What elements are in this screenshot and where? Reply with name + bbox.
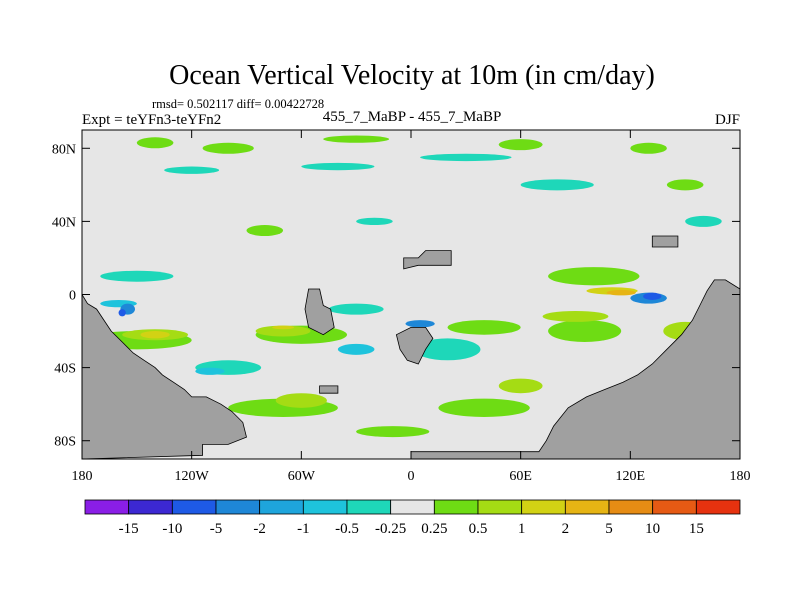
contour-patch	[548, 267, 640, 286]
contour-patch	[630, 142, 667, 154]
contour-patch	[606, 289, 636, 296]
contour-patch	[356, 217, 393, 226]
contour-patch	[414, 338, 481, 361]
land-south-america-antarctica	[82, 293, 247, 459]
colorbar: -15 -10 -5 -2 -1 -0.5 -0.25 0.25 0.5 1 2 5 10 15	[84, 499, 741, 537]
expt-label: Expt = teYFn3-teYFn2	[82, 112, 221, 128]
contour-patch	[356, 426, 430, 438]
contour-patch	[140, 331, 170, 339]
land-island-south	[319, 385, 339, 394]
colorbar-swatch	[390, 499, 435, 515]
x-tick-label: 120E	[616, 469, 646, 484]
colorbar-swatch	[171, 499, 217, 515]
x-tick-label: 180	[72, 469, 93, 484]
contour-patch	[337, 343, 375, 355]
colorbar-swatch	[128, 499, 173, 515]
colorbar-swatch	[695, 499, 741, 515]
colorbar-label: -5	[210, 521, 223, 537]
colorbar-swatch	[564, 499, 610, 515]
colorbar-swatch	[346, 499, 392, 515]
land-africa-stub	[304, 288, 335, 336]
contour-patch	[685, 215, 722, 227]
contour-patch	[323, 135, 390, 143]
colorbar-label: 2	[562, 521, 570, 537]
colorbar-label: -2	[253, 521, 266, 537]
land-east-land	[410, 279, 740, 459]
contour-patch	[100, 270, 174, 282]
colorbar-label: 5	[605, 521, 613, 537]
contour-patch	[328, 303, 384, 315]
contour-patch	[542, 310, 609, 322]
x-tick-label: 60W	[288, 469, 316, 484]
land-island-north	[403, 250, 452, 270]
contour-patch	[420, 153, 512, 162]
colorbar-label: -1	[297, 521, 310, 537]
y-tick-label: 80S	[54, 435, 76, 450]
x-tick-label: 0	[408, 469, 415, 484]
y-axis: 80N 40N 0 40S 80S	[52, 142, 740, 450]
center-label: 455_7_MaBP - 455_7_MaBP	[323, 109, 502, 125]
land-island-atlantic	[395, 326, 434, 365]
colorbar-label: 0.25	[421, 521, 447, 537]
contour-patch	[164, 166, 220, 174]
colorbar-label: 0.5	[469, 521, 488, 537]
colorbar-swatch	[608, 499, 654, 515]
land-masks	[82, 235, 740, 459]
colorbar-swatch	[652, 499, 697, 515]
contour-patch	[136, 137, 174, 149]
y-tick-label: 0	[69, 289, 76, 304]
contour-patch	[498, 378, 543, 394]
colorbar-label: 10	[645, 521, 660, 537]
contour-patch	[202, 142, 254, 154]
contour-patch	[643, 292, 662, 300]
contour-patch	[275, 393, 327, 408]
x-tick-label: 120W	[175, 469, 210, 484]
y-tick-label: 40S	[54, 362, 76, 377]
colorbar-label: -10	[162, 521, 182, 537]
x-axis: 180 120W 60W 0 60E 120E 180	[72, 130, 751, 484]
colorbar-label: -0.5	[335, 521, 359, 537]
colorbar-label: -0.25	[375, 521, 406, 537]
contour-patch	[447, 320, 521, 335]
chart-title: Ocean Vertical Velocity at 10m (in cm/da…	[169, 60, 655, 91]
colorbar-label: -15	[119, 521, 139, 537]
contour-patch	[301, 162, 375, 171]
contour-patch	[548, 320, 622, 343]
colorbar-swatch	[84, 499, 130, 515]
contour-patch	[255, 325, 311, 337]
contour-patch	[195, 367, 225, 375]
y-tick-label: 40N	[52, 215, 76, 230]
y-tick-label: 80N	[52, 142, 76, 157]
contour-patch	[438, 398, 530, 417]
colorbar-swatch	[259, 499, 304, 515]
colorbar-swatch	[477, 499, 523, 515]
colorbar-swatch	[302, 499, 348, 515]
colorbar-swatch	[215, 499, 261, 515]
colorbar-swatch	[433, 499, 479, 515]
x-tick-label: 60E	[509, 469, 532, 484]
contour-patch	[118, 309, 126, 317]
contour-patch	[272, 325, 295, 330]
map-plot-area	[82, 130, 740, 459]
contour-patch	[666, 179, 704, 191]
contour-patch	[405, 320, 435, 328]
land-island-east-north	[651, 235, 679, 248]
x-tick-label: 180	[730, 469, 751, 484]
contour-patch	[246, 225, 284, 237]
season-label: DJF	[715, 112, 740, 128]
colorbar-swatch	[521, 499, 566, 515]
stats-label: rmsd= 0.502117 diff= 0.00422728	[152, 97, 324, 111]
contour-patch	[498, 139, 543, 151]
contour-patch	[520, 179, 594, 191]
colorbar-label: 15	[689, 521, 704, 537]
colorbar-label: 1	[518, 521, 526, 537]
